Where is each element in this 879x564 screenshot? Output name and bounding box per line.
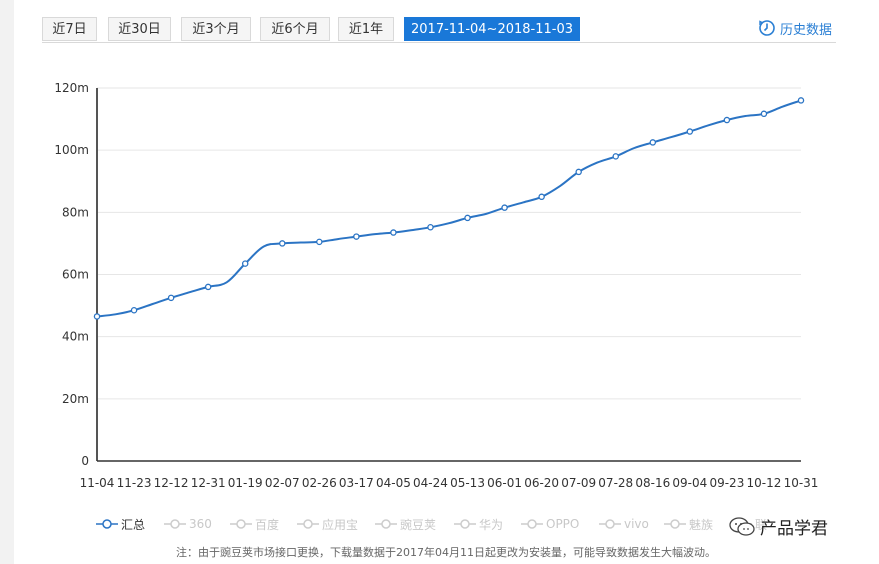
data-point — [575, 168, 582, 176]
legend-item-oppo[interactable]: OPPO — [521, 515, 579, 533]
legend-item-huawei[interactable]: 华为 — [454, 515, 503, 533]
x-tick-label: 03-17 — [339, 476, 374, 490]
data-point — [316, 238, 323, 246]
tab-30-days[interactable]: 近30日 — [108, 17, 171, 41]
data-point — [204, 283, 212, 291]
data-point — [649, 139, 657, 146]
legend-item-baidu[interactable]: 百度 — [230, 515, 279, 533]
tab-custom-range[interactable]: 2017-11-04~2018-11-03 — [404, 17, 580, 41]
line-chart: 0 20m 40m 60m 80m 100m 120m 11-04 11-23 12-12 12-3… — [54, 81, 819, 490]
x-tick-label: 08-16 — [635, 476, 670, 490]
legend-label: 百度 — [255, 517, 280, 532]
legend-label: 360 — [189, 517, 212, 531]
legend-item-yingyongbao[interactable]: 应用宝 — [297, 515, 358, 533]
legend-marker-icon — [375, 519, 397, 529]
series-line-total — [96, 99, 802, 318]
x-tick-label: 12-31 — [191, 476, 226, 490]
tab-7-days[interactable]: 近7日 — [42, 17, 97, 41]
legend-marker-icon — [599, 519, 621, 529]
data-point — [760, 110, 768, 118]
y-tick-label: 0 — [81, 454, 89, 468]
y-tick-label: 120m — [54, 81, 89, 95]
x-tick-label: 02-07 — [265, 476, 300, 490]
x-tick-label: 10-31 — [784, 476, 819, 490]
legend-marker-icon — [454, 519, 476, 529]
wechat-icon — [729, 516, 755, 536]
x-tick-label: 12-12 — [154, 476, 189, 490]
legend-marker-icon — [96, 519, 118, 529]
legend-label: vivo — [624, 517, 649, 531]
data-point — [353, 233, 360, 240]
x-tick-label: 05-13 — [450, 476, 485, 490]
history-data-link[interactable]: 历史数据 — [758, 18, 832, 38]
x-tick-label: 11-23 — [117, 476, 152, 490]
data-point — [93, 313, 101, 320]
data-point — [427, 224, 434, 231]
watermark: 产品学君 — [728, 514, 828, 539]
legend-label: OPPO — [546, 517, 580, 531]
legend-label: 汇总 — [121, 517, 146, 532]
y-tick-label: 20m — [62, 392, 89, 406]
data-point — [538, 193, 545, 201]
history-data-label: 历史数据 — [780, 22, 833, 38]
data-point — [501, 204, 508, 211]
data-point — [464, 214, 471, 222]
x-tick-label: 07-28 — [598, 476, 633, 490]
y-tick-label: 100m — [54, 143, 89, 157]
left-gutter — [0, 0, 14, 564]
legend-item-vivo[interactable]: vivo — [599, 515, 649, 533]
x-tick-label: 11-04 — [80, 476, 115, 490]
x-tick-label: 10-12 — [747, 476, 782, 490]
x-tick-label: 07-09 — [561, 476, 596, 490]
x-tick-label: 01-19 — [228, 476, 263, 490]
legend-item-meizu[interactable]: 魅族 — [664, 515, 713, 533]
legend-marker-icon — [297, 519, 319, 529]
legend-label: 魅族 — [689, 517, 714, 532]
legend-marker-icon — [230, 519, 252, 529]
tab-6-months[interactable]: 近6个月 — [260, 17, 330, 41]
data-point — [723, 116, 731, 124]
x-tick-label: 06-20 — [524, 476, 559, 490]
legend-label: 华为 — [479, 517, 504, 532]
data-point — [797, 97, 805, 104]
data-point — [390, 229, 397, 236]
tab-divider — [42, 42, 836, 43]
y-tick-label: 40m — [62, 330, 89, 344]
legend-marker-icon — [521, 519, 543, 529]
watermark-text: 产品学君 — [760, 519, 828, 539]
legend-label: 豌豆荚 — [400, 517, 437, 532]
x-tick-label: 04-05 — [376, 476, 411, 490]
legend-marker-icon — [664, 519, 686, 529]
data-point — [167, 294, 175, 302]
x-tick-label: 09-23 — [709, 476, 744, 490]
y-tick-label: 60m — [62, 268, 89, 282]
data-point — [279, 240, 286, 247]
legend-marker-icon — [164, 519, 186, 529]
x-tick-label: 02-26 — [302, 476, 337, 490]
x-tick-label: 06-01 — [487, 476, 522, 490]
legend-item-360[interactable]: 360 — [164, 515, 212, 533]
y-tick-label: 80m — [62, 205, 89, 219]
history-clock-icon — [759, 20, 775, 36]
legend-item-wandoujia[interactable]: 豌豆荚 — [375, 515, 436, 533]
data-point — [686, 128, 694, 135]
data-note: 注：由于豌豆荚市场接口更换，下载量数据于2017年04月11日起更改为安装量，可… — [176, 546, 716, 559]
x-tick-label: 04-24 — [413, 476, 448, 490]
legend-item-total[interactable]: 汇总 — [96, 515, 145, 533]
data-point — [241, 260, 249, 267]
legend-label: 应用宝 — [322, 517, 359, 532]
legend-label: 联 — [755, 517, 768, 532]
tab-1-year[interactable]: 近1年 — [338, 17, 394, 41]
tab-3-months[interactable]: 近3个月 — [181, 17, 251, 41]
data-point — [130, 306, 138, 314]
x-tick-label: 09-04 — [672, 476, 707, 490]
data-point — [612, 153, 619, 160]
